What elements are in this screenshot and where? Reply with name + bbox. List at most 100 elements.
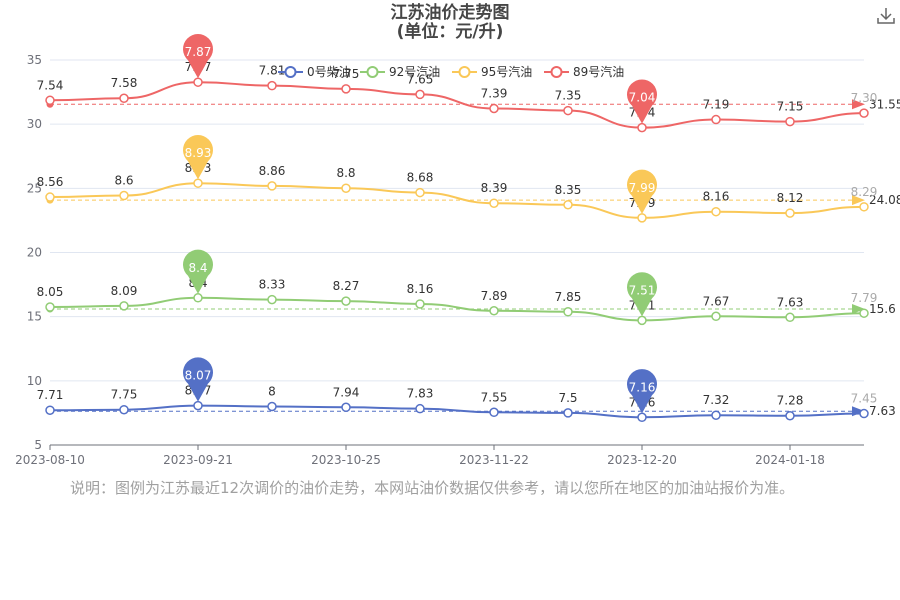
data-point bbox=[267, 401, 277, 412]
data-point bbox=[859, 202, 869, 212]
legend-item: 92号汽油 bbox=[360, 64, 440, 79]
legend-label: 89号汽油 bbox=[573, 64, 624, 79]
average-arrow bbox=[852, 99, 865, 110]
y-tick-label: 20 bbox=[27, 246, 42, 260]
data-label: 8.56 bbox=[37, 175, 64, 189]
min-marker: 7.16 bbox=[627, 369, 658, 414]
data-point bbox=[489, 306, 499, 316]
min-marker-label: 7.51 bbox=[629, 283, 656, 297]
data-point bbox=[489, 198, 499, 208]
y-tick-label: 15 bbox=[27, 310, 42, 324]
max-marker-label: 8.93 bbox=[185, 146, 212, 160]
data-label: 8.39 bbox=[481, 181, 508, 195]
legend-item: 95号汽油 bbox=[452, 64, 532, 79]
average-label: 31.55 bbox=[869, 97, 900, 111]
chart-caption: 说明：图例为江苏最近12次调价的油价走势，本网站油价数据仅供参考，请以您所在地区… bbox=[70, 479, 795, 497]
max-marker-shape bbox=[183, 34, 213, 79]
y-tick-label: 30 bbox=[27, 117, 42, 131]
data-label: 7.75 bbox=[333, 67, 360, 81]
data-point bbox=[711, 206, 721, 217]
data-label: 8.33 bbox=[259, 278, 286, 292]
data-label: 7.81 bbox=[259, 64, 286, 78]
max-marker-shape bbox=[183, 249, 213, 294]
data-point bbox=[711, 311, 721, 322]
data-point bbox=[45, 405, 55, 415]
max-marker-label: 8.07 bbox=[185, 369, 212, 383]
data-point bbox=[563, 408, 573, 418]
legend: 0号柴油 92号汽油 95号汽油 89号汽油 bbox=[278, 64, 624, 79]
data-label: 7.45 bbox=[851, 392, 878, 406]
data-point bbox=[415, 403, 425, 414]
data-label: 7.5 bbox=[558, 391, 577, 405]
chart-title-line1: 江苏油价走势图 bbox=[390, 3, 510, 23]
x-tick-label: 2024-01-18 bbox=[755, 453, 825, 467]
data-label: 7.67 bbox=[703, 294, 730, 308]
data-point bbox=[119, 93, 129, 103]
series-line bbox=[49, 296, 865, 322]
min-marker-shape bbox=[627, 272, 658, 317]
data-point bbox=[637, 213, 647, 223]
legend-label: 0号柴油 bbox=[307, 65, 351, 79]
data-label: 7.32 bbox=[703, 393, 730, 407]
y-tick-label: 10 bbox=[27, 374, 42, 388]
x-tick-label: 2023-11-22 bbox=[459, 453, 529, 467]
y-tick-label: 35 bbox=[27, 53, 42, 67]
data-label: 8.16 bbox=[407, 282, 434, 296]
data-point bbox=[785, 208, 795, 218]
average-arrow bbox=[852, 303, 865, 314]
x-tick-label: 2023-09-21 bbox=[163, 453, 233, 467]
data-point bbox=[415, 187, 425, 198]
data-point bbox=[45, 302, 55, 312]
max-marker-shape bbox=[183, 357, 213, 402]
min-marker-label: 7.99 bbox=[629, 181, 656, 195]
legend-marker bbox=[550, 66, 563, 78]
legend-marker bbox=[366, 66, 379, 78]
min-marker: 7.99 bbox=[627, 169, 657, 214]
min-marker: 7.51 bbox=[627, 272, 658, 317]
data-label: 7.75 bbox=[111, 388, 138, 402]
data-point bbox=[267, 294, 277, 305]
data-point bbox=[563, 200, 573, 210]
legend-marker bbox=[284, 66, 297, 78]
x-tick-label: 2023-08-10 bbox=[15, 453, 85, 467]
max-marker-label: 8.4 bbox=[188, 261, 207, 275]
data-label: 7.15 bbox=[777, 100, 804, 114]
y-tick-label: 25 bbox=[27, 181, 42, 195]
series-1: 15.68.058.098.48.338.278.167.897.857.517… bbox=[37, 276, 896, 326]
data-label: 7.39 bbox=[481, 87, 508, 101]
data-point bbox=[341, 183, 351, 193]
max-marker-label: 7.87 bbox=[185, 45, 212, 59]
data-label: 7.85 bbox=[555, 290, 582, 304]
data-label: 7.65 bbox=[407, 72, 434, 86]
legend-item: 0号柴油 bbox=[278, 65, 351, 79]
series-2: 24.088.568.68.938.868.88.688.398.357.998… bbox=[37, 161, 900, 223]
data-point bbox=[563, 307, 573, 317]
data-label: 8.86 bbox=[259, 164, 286, 178]
average-arrow bbox=[852, 406, 865, 417]
data-point bbox=[193, 400, 203, 411]
legend-label: 95号汽油 bbox=[481, 64, 532, 79]
data-label: 8.12 bbox=[777, 191, 804, 205]
data-label: 7.28 bbox=[777, 394, 804, 408]
x-tick-label: 2023-12-20 bbox=[607, 453, 677, 467]
data-point bbox=[45, 192, 55, 202]
series-line bbox=[49, 81, 865, 129]
data-point bbox=[119, 404, 129, 415]
data-point bbox=[267, 80, 277, 91]
min-marker-shape bbox=[627, 169, 657, 214]
series-0: 7.637.717.758.0787.947.837.557.57.167.32… bbox=[37, 384, 896, 423]
y-tick-label: 5 bbox=[34, 438, 42, 452]
max-marker: 8.4 bbox=[183, 249, 213, 294]
data-label: 7.89 bbox=[481, 289, 508, 303]
data-point bbox=[785, 116, 795, 127]
chart-title: 江苏油价走势图 (单位：元/升) bbox=[0, 4, 900, 42]
data-point bbox=[119, 301, 129, 311]
data-label: 8.68 bbox=[407, 171, 434, 185]
data-label: 8.16 bbox=[703, 190, 730, 204]
download-icon[interactable] bbox=[876, 6, 896, 26]
data-point bbox=[859, 308, 869, 318]
average-label: 24.08 bbox=[869, 193, 900, 207]
data-point bbox=[637, 315, 647, 326]
data-label: 7.63 bbox=[777, 295, 804, 309]
